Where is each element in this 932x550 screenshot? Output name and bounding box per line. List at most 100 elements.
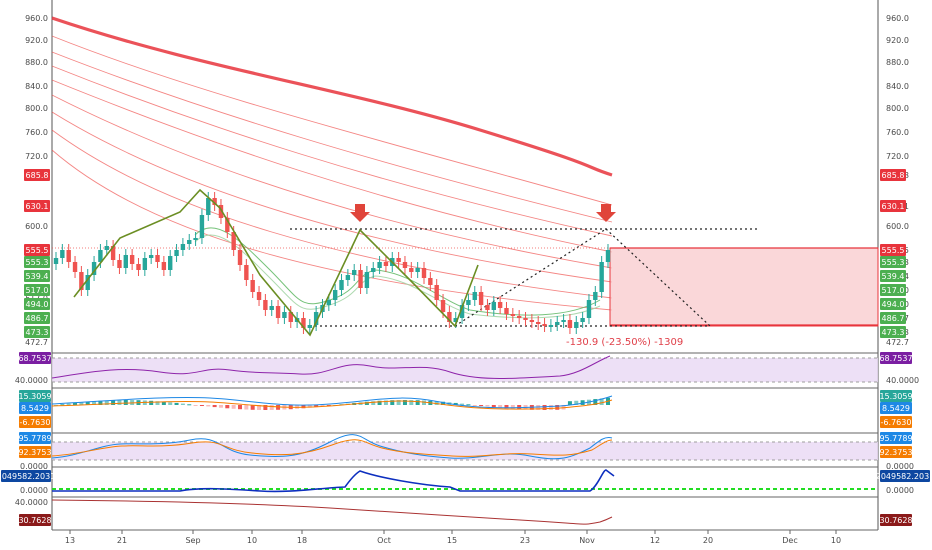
price-badge — [24, 169, 50, 181]
candle-body — [212, 198, 217, 205]
macd-bar — [453, 402, 458, 405]
macd-bar — [269, 405, 274, 410]
candle-body — [225, 218, 230, 232]
price-badge — [1, 470, 51, 482]
candle-body — [231, 232, 236, 250]
panel-tick-label: 40.0000 — [15, 376, 48, 385]
macd-bar — [73, 402, 78, 405]
candle-body — [129, 255, 135, 264]
candle-body — [542, 324, 547, 326]
price-badge — [880, 298, 906, 310]
macd-bar — [111, 400, 116, 405]
macd-bar — [402, 400, 407, 405]
candle-body — [53, 258, 59, 264]
price-badge-label: 555.5 — [882, 246, 905, 255]
candle-body — [269, 306, 274, 310]
price-badge — [24, 270, 50, 282]
y-tick-label-right: 880.0 — [886, 58, 909, 67]
macd-bar — [218, 405, 223, 408]
candle-body — [250, 280, 255, 292]
price-badge — [880, 402, 912, 414]
candle-body — [415, 268, 420, 272]
macd-bar — [460, 403, 465, 405]
candle-body — [536, 322, 541, 324]
candle-body — [91, 262, 97, 275]
candle-body — [428, 278, 433, 285]
candle-body — [332, 290, 338, 300]
candle-body — [497, 302, 503, 308]
candle-body — [447, 312, 452, 322]
macd-bar — [510, 405, 515, 409]
target-zone — [609, 247, 879, 327]
price-badge-label: 2049582.2031 — [0, 472, 55, 481]
ma-ribbon-line — [51, 51, 613, 223]
macd-bar — [593, 399, 598, 405]
y-tick-label: 840.0 — [25, 82, 48, 91]
candle-body — [256, 292, 262, 300]
candle-body — [453, 318, 458, 322]
macd-bar — [409, 400, 414, 405]
macd-bar — [174, 402, 179, 405]
panel-tick-label: 40.0000 — [15, 498, 48, 507]
macd-bar — [377, 400, 382, 405]
candle-body — [586, 300, 592, 318]
ma-ribbon-line — [51, 79, 613, 253]
macd-bar — [231, 405, 236, 409]
price-badge — [24, 298, 50, 310]
stochastic-panel — [51, 434, 878, 461]
macd-bar — [364, 401, 369, 405]
x-tick-label: 20 — [703, 536, 713, 545]
candle-body — [364, 272, 370, 288]
ma-ribbon-line — [51, 35, 613, 206]
candle-body — [142, 258, 148, 270]
macd-bar — [498, 405, 503, 408]
macd-bar — [155, 401, 160, 405]
price-badge — [19, 402, 51, 414]
stoch-d-line — [51, 439, 613, 457]
macd-bar — [117, 400, 122, 405]
signal-line — [51, 399, 613, 410]
price-badge — [880, 312, 906, 324]
candle-body — [180, 244, 186, 250]
macd-bar — [301, 405, 306, 409]
price-badge-label: 555.3 — [882, 258, 905, 267]
macd-bar — [314, 405, 319, 408]
price-badge-label: 486.7 — [26, 314, 49, 323]
candle-body — [218, 205, 224, 218]
oscillator-line — [51, 499, 613, 525]
candle-body — [161, 262, 167, 270]
macd-bar — [60, 404, 65, 406]
price-badge-label: 92.3753 — [18, 448, 51, 457]
candle-body — [98, 250, 103, 262]
y-tick-label: 760.0 — [25, 128, 48, 137]
rsi-band — [52, 358, 878, 382]
macd-bar — [180, 403, 185, 405]
price-badge — [880, 446, 912, 458]
price-badge-label: 630.1 — [26, 202, 49, 211]
candle-body — [307, 325, 312, 328]
candle-body — [561, 320, 566, 322]
candle-body — [459, 305, 465, 318]
price-badge-label: 473.3 — [882, 328, 905, 337]
candle-body — [485, 305, 490, 310]
macd-bar — [567, 401, 572, 405]
macd-bar — [193, 405, 198, 406]
price-badge — [19, 432, 51, 444]
candle-body — [548, 325, 554, 327]
x-tick-label: 21 — [117, 536, 127, 545]
candle-body — [383, 262, 389, 266]
price-badge-label: 15.3059 — [18, 392, 51, 401]
reference-lines — [52, 228, 760, 327]
candle-body — [409, 268, 414, 272]
x-tick-label: 15 — [447, 536, 457, 545]
panel-tick-label-right: 0.0000 — [886, 462, 914, 471]
price-badge-label: 30.7628 — [18, 516, 51, 525]
macd-bar — [307, 405, 312, 408]
x-tick-label: 10 — [247, 536, 257, 545]
candle-body — [155, 255, 160, 262]
candle-body — [396, 258, 401, 262]
y-tick-label-right: 960.0 — [886, 14, 909, 23]
price-badge — [880, 514, 912, 526]
